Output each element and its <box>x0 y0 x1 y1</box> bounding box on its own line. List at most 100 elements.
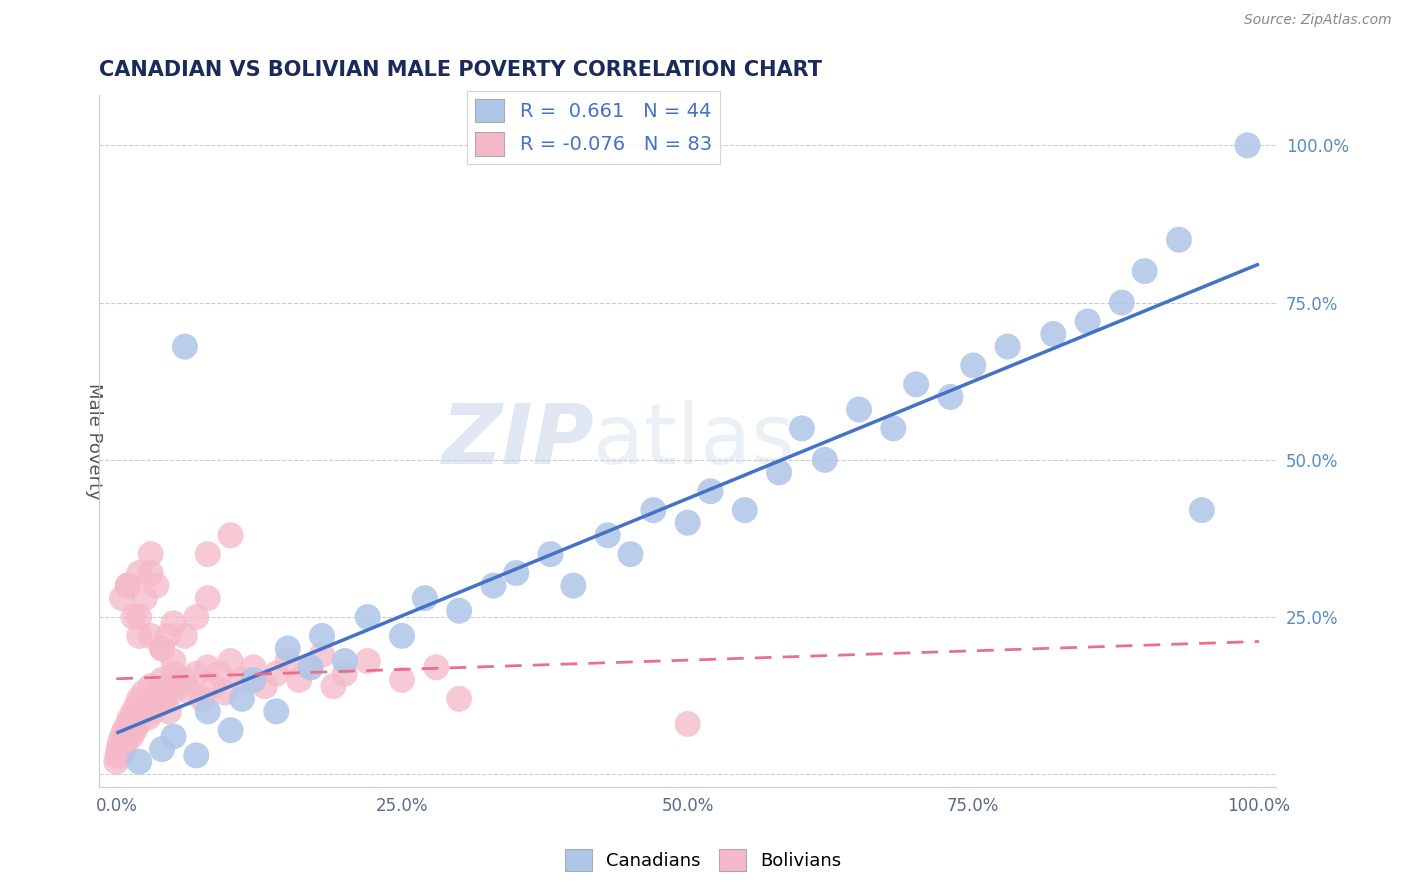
Point <box>118 711 141 725</box>
Point <box>111 591 134 606</box>
Point <box>135 698 157 712</box>
Point <box>120 730 142 744</box>
Point <box>105 755 128 769</box>
Point <box>449 604 471 618</box>
Point <box>115 730 138 744</box>
Point <box>117 578 139 592</box>
Point <box>110 748 132 763</box>
Point <box>180 685 202 699</box>
Point <box>699 484 721 499</box>
Point <box>413 591 436 606</box>
Point <box>277 654 299 668</box>
Point <box>112 723 135 738</box>
Point <box>128 691 150 706</box>
Point <box>127 717 149 731</box>
Point <box>160 685 183 699</box>
Point <box>676 516 699 530</box>
Point <box>139 547 162 561</box>
Point <box>848 402 870 417</box>
Point <box>139 566 162 580</box>
Point <box>186 748 208 763</box>
Point <box>191 691 214 706</box>
Point <box>117 578 139 592</box>
Point <box>197 660 219 674</box>
Text: Source: ZipAtlas.com: Source: ZipAtlas.com <box>1244 13 1392 28</box>
Point <box>162 666 184 681</box>
Point <box>150 641 173 656</box>
Point <box>143 691 166 706</box>
Point <box>734 503 756 517</box>
Point <box>197 547 219 561</box>
Point <box>505 566 527 580</box>
Point <box>242 660 264 674</box>
Point <box>155 679 177 693</box>
Point <box>208 666 231 681</box>
Point <box>299 660 322 674</box>
Point <box>277 641 299 656</box>
Point <box>357 610 380 624</box>
Point <box>114 736 136 750</box>
Point <box>167 679 190 693</box>
Point <box>118 723 141 738</box>
Point <box>162 654 184 668</box>
Point <box>124 723 146 738</box>
Point <box>173 340 195 354</box>
Point <box>111 730 134 744</box>
Legend: Canadians, Bolivians: Canadians, Bolivians <box>557 842 849 879</box>
Point <box>150 673 173 687</box>
Point <box>156 629 179 643</box>
Point <box>122 704 145 718</box>
Point <box>391 629 413 643</box>
Point <box>162 616 184 631</box>
Point <box>231 691 253 706</box>
Point <box>333 666 356 681</box>
Point <box>311 648 333 662</box>
Point <box>449 691 471 706</box>
Point <box>121 717 143 731</box>
Point <box>128 629 150 643</box>
Point <box>482 578 505 592</box>
Point <box>643 503 665 517</box>
Point <box>596 528 619 542</box>
Point <box>186 666 208 681</box>
Point <box>1168 233 1191 247</box>
Point <box>139 629 162 643</box>
Point <box>142 704 165 718</box>
Text: ZIP: ZIP <box>441 401 593 482</box>
Y-axis label: Male Poverty: Male Poverty <box>86 383 103 500</box>
Point <box>219 528 242 542</box>
Point <box>186 610 208 624</box>
Point <box>962 359 984 373</box>
Point <box>108 736 131 750</box>
Point <box>540 547 562 561</box>
Point <box>139 679 162 693</box>
Point <box>425 660 447 674</box>
Point <box>266 704 288 718</box>
Point <box>125 698 148 712</box>
Point <box>1191 503 1213 517</box>
Point <box>814 452 837 467</box>
Point <box>790 421 813 435</box>
Point <box>768 466 790 480</box>
Point <box>112 742 135 756</box>
Legend: R =  0.661   N = 44, R = -0.076   N = 83: R = 0.661 N = 44, R = -0.076 N = 83 <box>467 91 720 163</box>
Point <box>1077 314 1099 328</box>
Point <box>153 691 176 706</box>
Point <box>150 641 173 656</box>
Point <box>619 547 641 561</box>
Point <box>173 673 195 687</box>
Point <box>562 578 585 592</box>
Text: atlas: atlas <box>593 401 796 482</box>
Point <box>149 685 172 699</box>
Point <box>882 421 904 435</box>
Point <box>197 591 219 606</box>
Point <box>125 711 148 725</box>
Text: CANADIAN VS BOLIVIAN MALE POVERTY CORRELATION CHART: CANADIAN VS BOLIVIAN MALE POVERTY CORREL… <box>100 60 823 79</box>
Point <box>219 723 242 738</box>
Point <box>132 685 155 699</box>
Point <box>391 673 413 687</box>
Point <box>107 742 129 756</box>
Point <box>1236 138 1258 153</box>
Point <box>1133 264 1156 278</box>
Point <box>197 704 219 718</box>
